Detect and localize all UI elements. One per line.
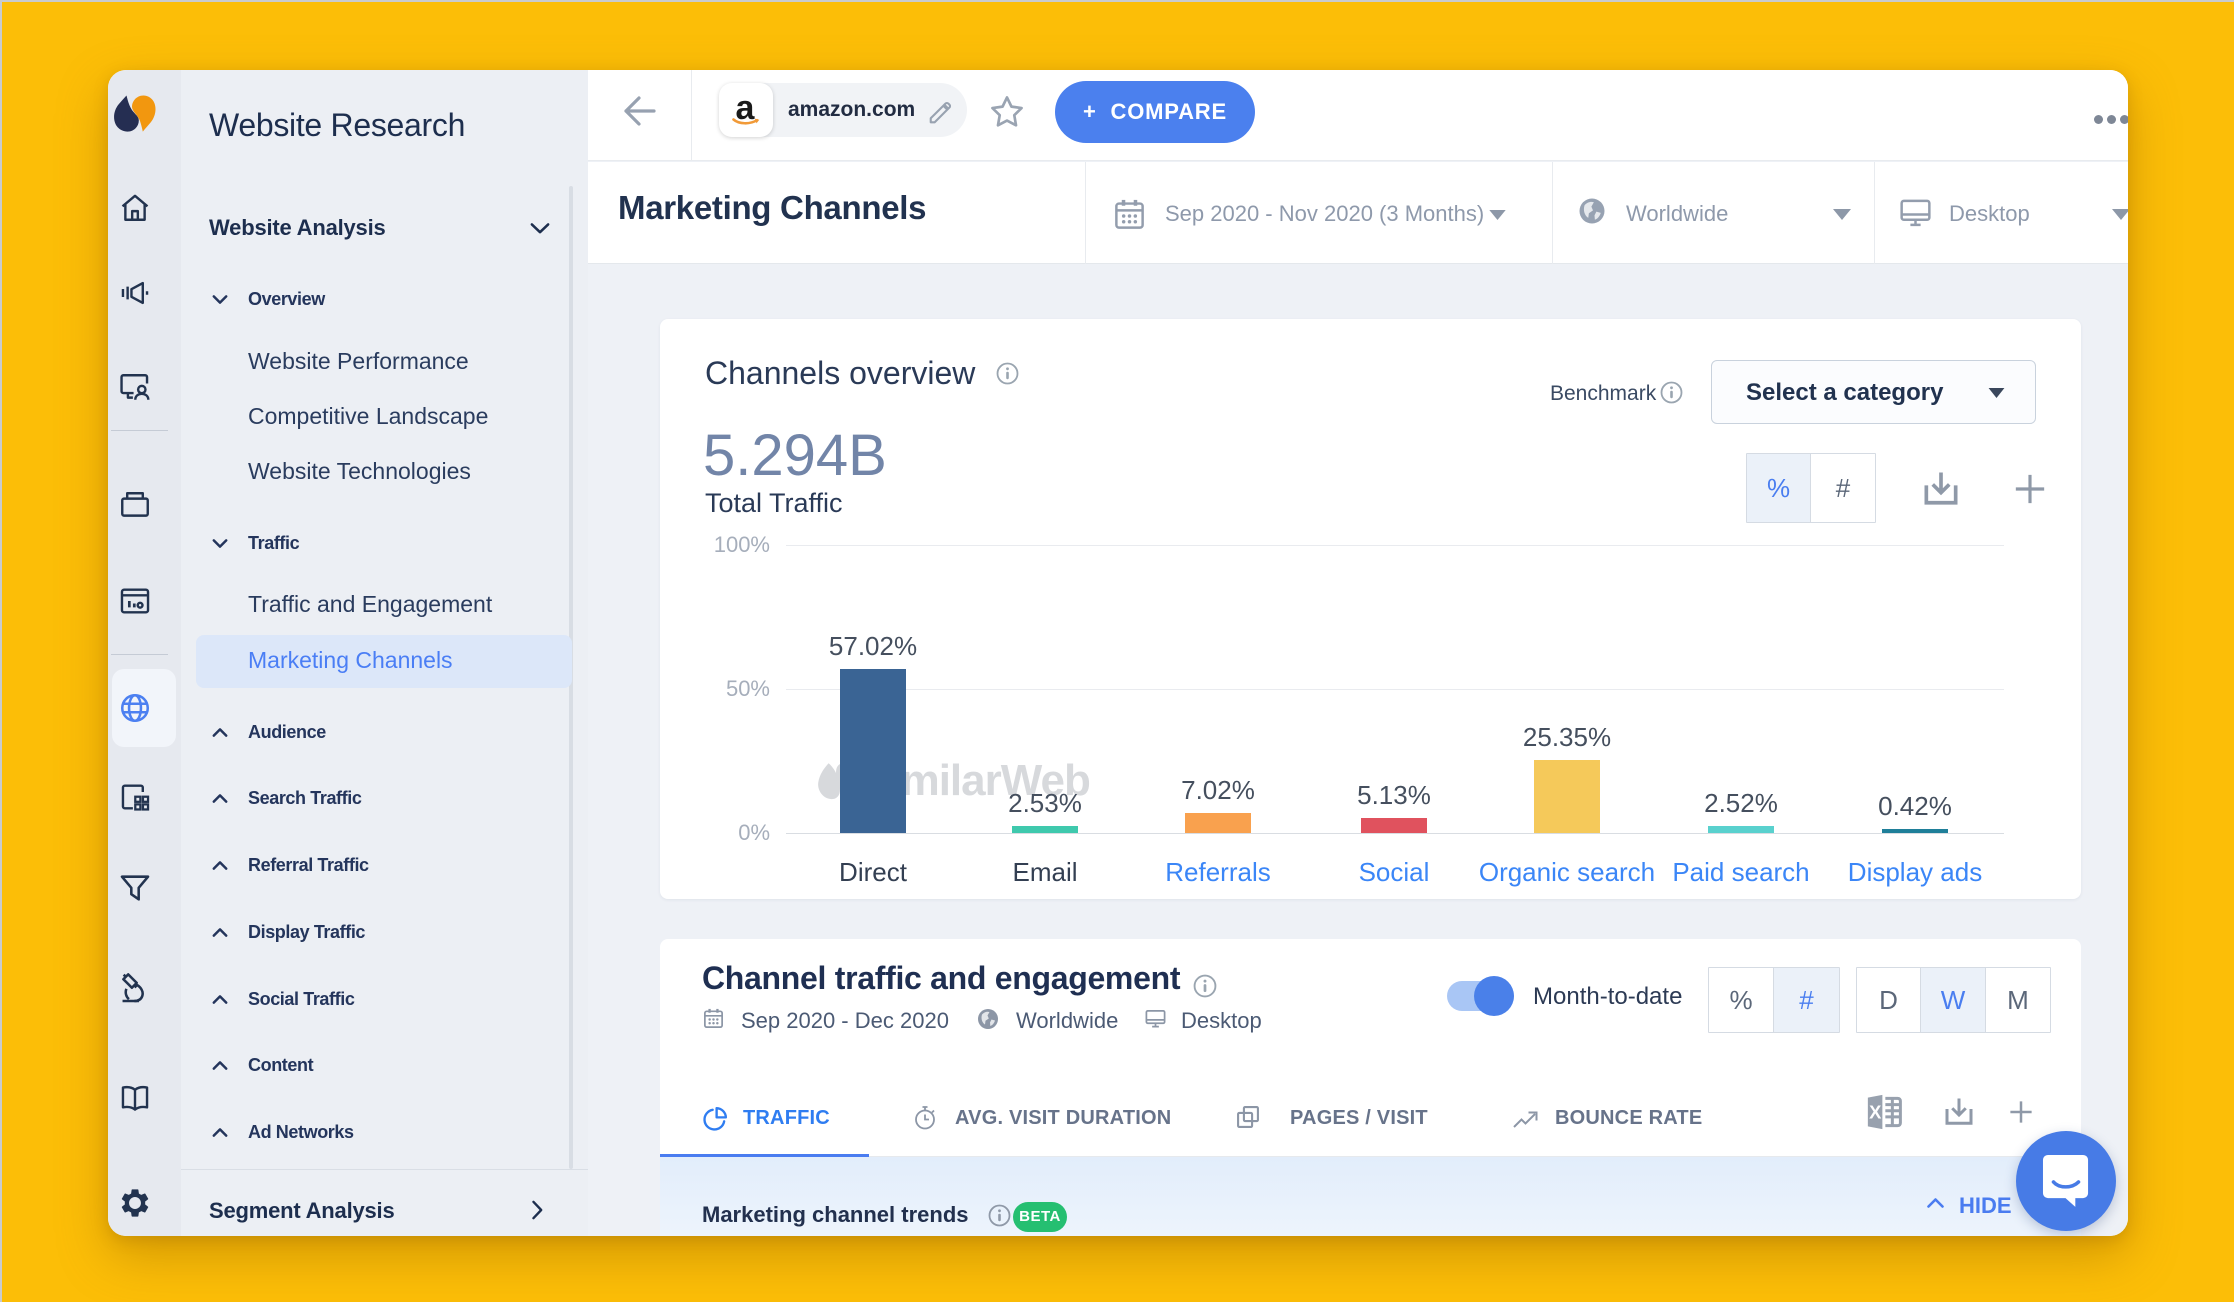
svg-text:X: X — [1869, 1101, 1882, 1122]
svg-text:a: a — [736, 90, 756, 127]
